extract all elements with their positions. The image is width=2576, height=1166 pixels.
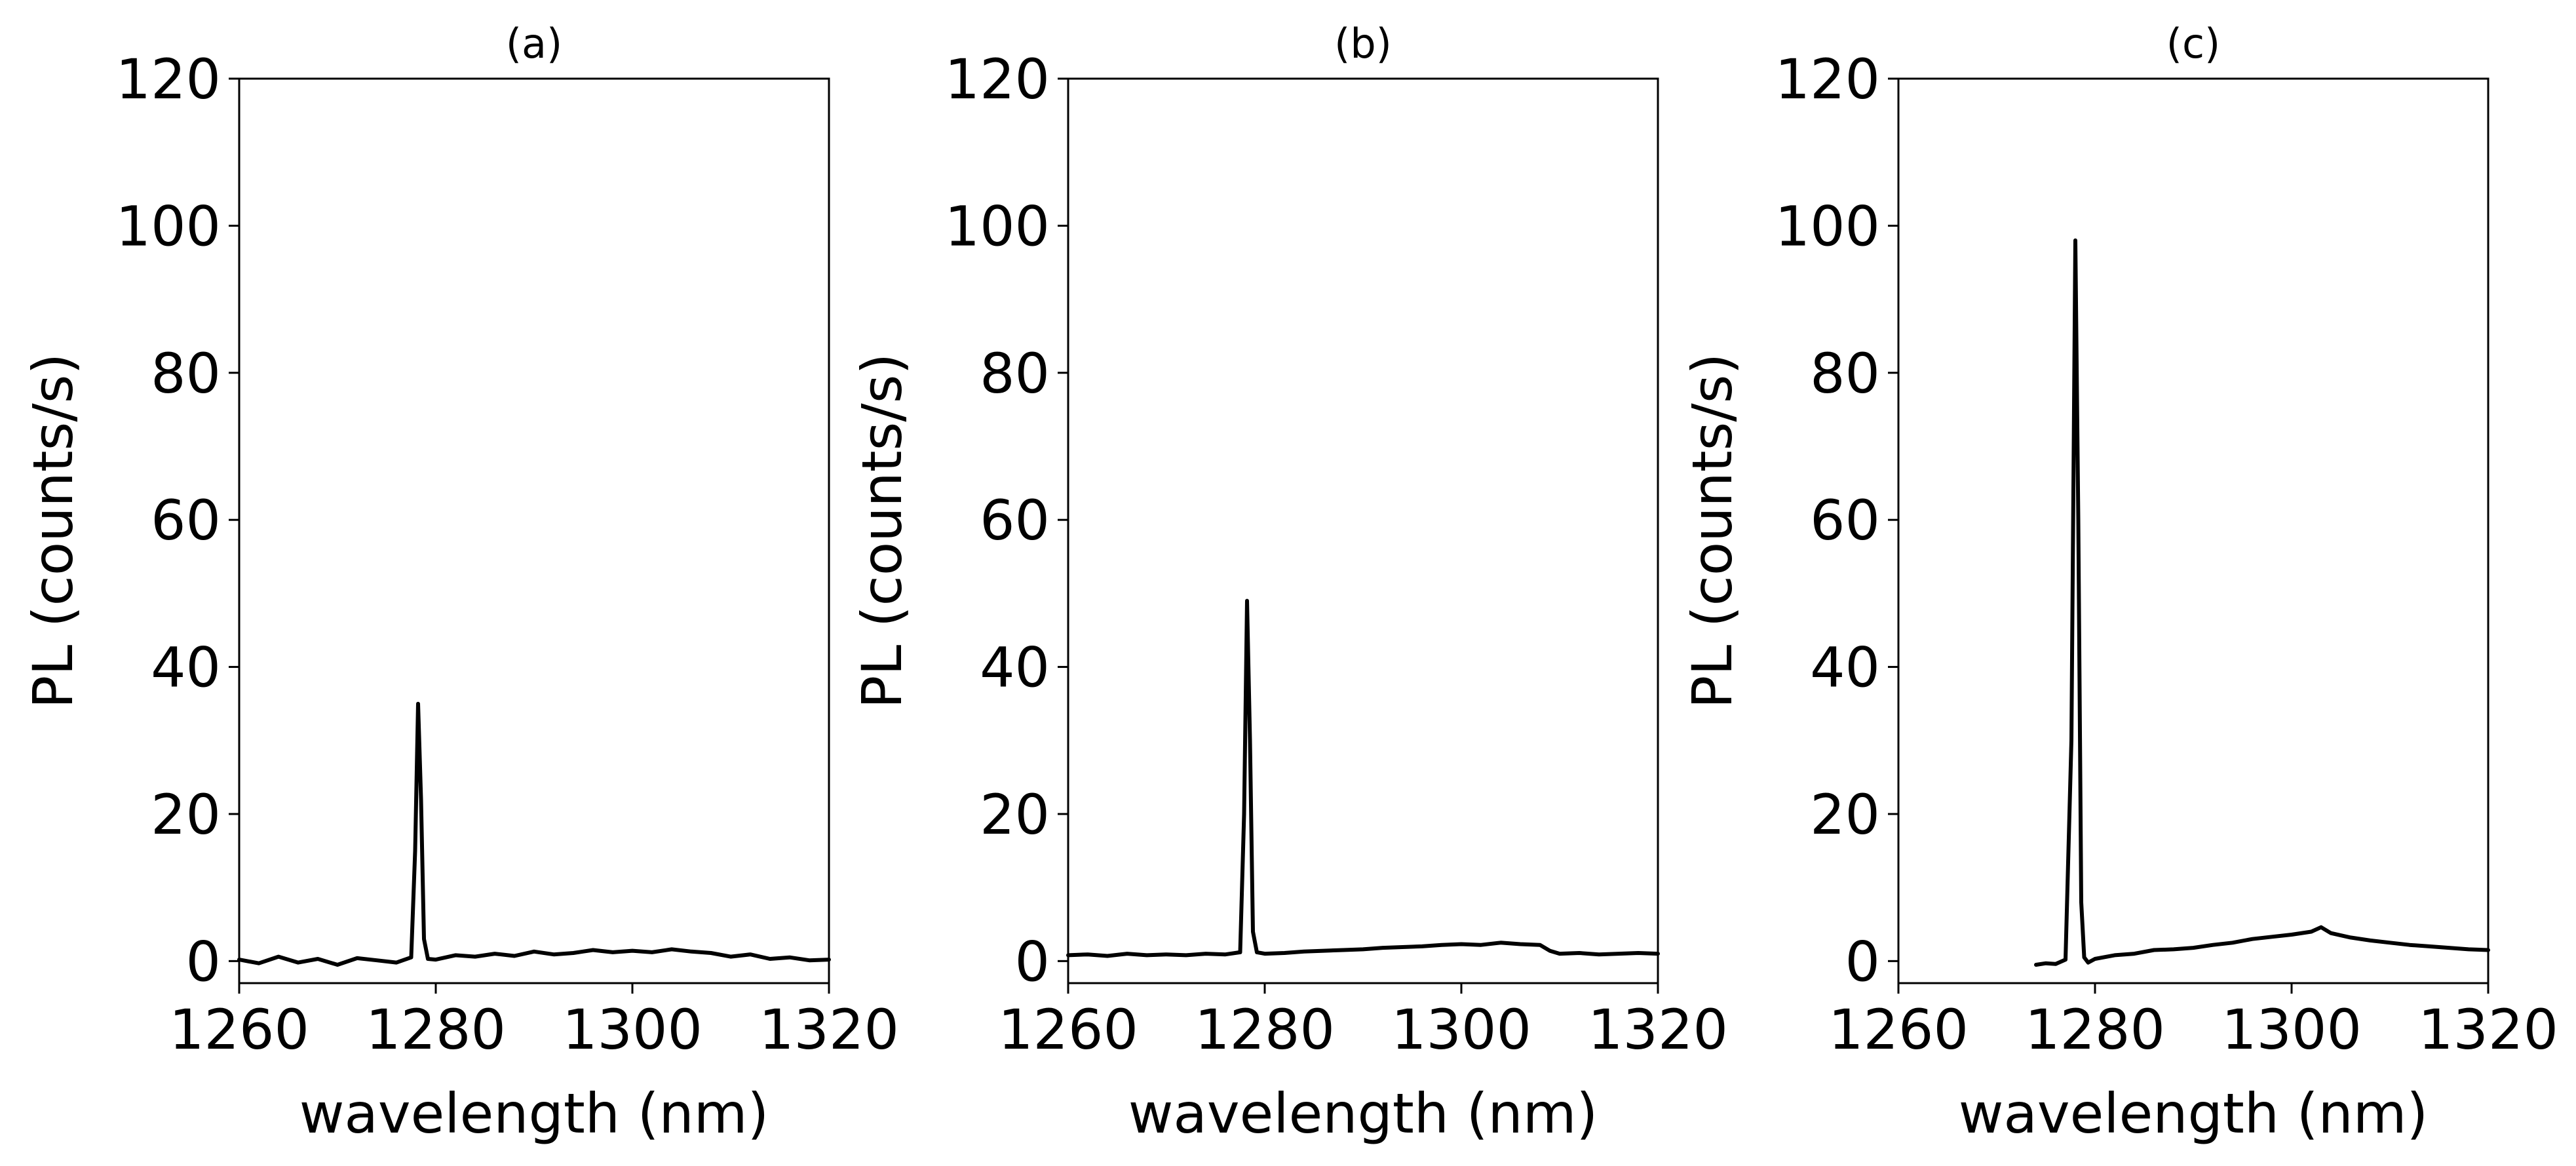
chart-panel-1: (b) 1260 1280 1300 1320 0 20 40 60 80 100 120 wavele…	[850, 20, 1728, 1146]
panel-title: (c)	[2166, 20, 2220, 68]
plot-frame	[1897, 77, 2489, 984]
y-tick-label: 80	[151, 341, 221, 406]
x-tick-label: 1280	[366, 998, 506, 1062]
x-tick-label: 1280	[1195, 998, 1335, 1062]
y-tick-label: 100	[116, 194, 221, 258]
panel-title: (b)	[1334, 20, 1392, 68]
x-axis-label: wavelength (nm)	[299, 1081, 769, 1146]
x-tick-label: 1300	[2221, 998, 2362, 1062]
x-tick-label: 1300	[1391, 998, 1531, 1062]
chart-panel-2: (c) 1260 1280 1300 1320 0 20 40 60 80 100 120 wavele…	[1680, 20, 2558, 1146]
series-line-0	[237, 701, 831, 967]
y-tick-label: 60	[1810, 488, 1880, 553]
x-tick-label: 1260	[998, 998, 1138, 1062]
y-tick-label: 20	[980, 783, 1050, 847]
y-tick-label: 120	[945, 47, 1050, 111]
y-tick-label: 100	[945, 194, 1050, 258]
y-tick-label: 40	[980, 636, 1050, 700]
y-tick-label: 0	[186, 929, 221, 994]
chart-panel-0: (a) 1260 1280 1300 1320 0 20 40 60 80 100 120 wavele…	[21, 20, 899, 1146]
plot-frame	[238, 77, 830, 984]
series-line-0	[2034, 238, 2490, 967]
plot-frame	[1067, 77, 1659, 984]
y-tick-label: 20	[1810, 783, 1880, 847]
y-tick-label: 20	[151, 783, 221, 847]
y-axis-label: PL (counts/s)	[1680, 353, 1744, 709]
x-axis-label: wavelength (nm)	[1959, 1081, 2429, 1146]
x-tick-label: 1320	[759, 998, 899, 1062]
y-tick-label: 60	[980, 488, 1050, 553]
y-axis-label: PL (counts/s)	[850, 353, 914, 709]
y-tick-label: 120	[116, 47, 221, 111]
x-tick-label: 1260	[169, 998, 309, 1062]
x-tick-label: 1260	[1828, 998, 1969, 1062]
y-tick-label: 100	[1775, 194, 1880, 258]
y-tick-label: 40	[151, 636, 221, 700]
x-tick-label: 1320	[2418, 998, 2558, 1062]
y-axis-label: PL (counts/s)	[21, 353, 85, 709]
x-tick-label: 1300	[562, 998, 702, 1062]
y-tick-label: 60	[151, 488, 221, 553]
y-tick-label: 0	[1015, 929, 1050, 994]
series-line-0	[1066, 598, 1660, 958]
x-axis-label: wavelength (nm)	[1128, 1081, 1598, 1146]
y-tick-label: 40	[1810, 636, 1880, 700]
y-tick-label: 80	[980, 341, 1050, 406]
y-tick-label: 120	[1775, 47, 1880, 111]
panel-title: (a)	[506, 20, 562, 68]
y-tick-label: 80	[1810, 341, 1880, 406]
x-tick-label: 1280	[2025, 998, 2165, 1062]
x-tick-label: 1320	[1588, 998, 1728, 1062]
y-tick-label: 0	[1845, 929, 1880, 994]
